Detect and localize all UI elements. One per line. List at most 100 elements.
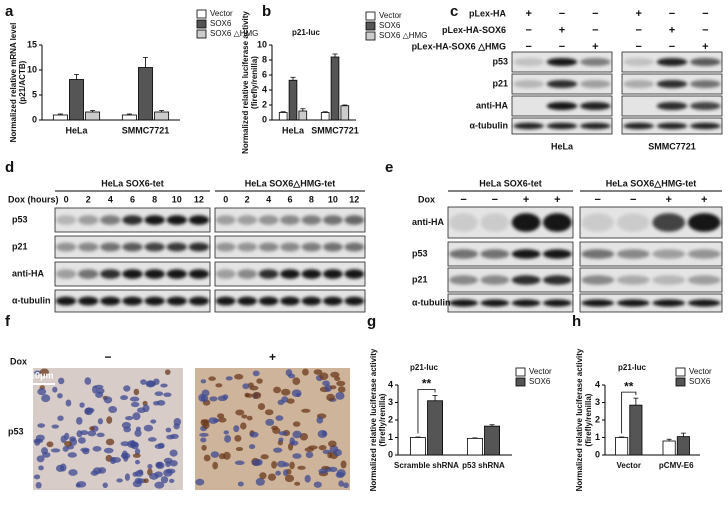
cell-nucleus <box>116 478 123 483</box>
cell-nucleus <box>273 447 283 453</box>
timepoint: 8 <box>152 194 157 204</box>
blot-band <box>687 299 721 307</box>
cell-nucleus <box>237 481 244 487</box>
cell-nucleus <box>292 453 302 459</box>
cell-nucleus <box>335 471 345 479</box>
cell-nucleus <box>143 478 149 484</box>
condition-sign: − <box>492 194 498 206</box>
blot-band <box>543 213 572 232</box>
blot-band <box>616 249 650 259</box>
bar <box>69 79 84 121</box>
y-tick-label: 4 <box>262 84 267 94</box>
blot-band <box>449 213 478 232</box>
cell-nucleus <box>87 430 97 437</box>
blot-band <box>258 215 279 225</box>
cell-nucleus <box>256 378 263 384</box>
blot-band <box>344 242 365 252</box>
blot-band <box>449 275 478 285</box>
blot-band <box>344 269 365 279</box>
chart-title: p21-luc <box>410 363 439 372</box>
cell-nucleus <box>41 394 51 403</box>
bar <box>278 112 288 121</box>
cell-nucleus <box>169 478 175 483</box>
error-bar <box>332 53 338 57</box>
group-label: HeLa SOX6-tet <box>479 178 542 188</box>
cell-nucleus <box>295 392 301 397</box>
legend-swatch <box>196 19 207 29</box>
x-tick-label: SMMC7721 <box>122 125 170 135</box>
blot-band <box>215 269 236 279</box>
cell-nucleus <box>301 408 311 413</box>
bar <box>484 425 500 456</box>
condition-sign: + <box>666 194 672 206</box>
condition-sign: − <box>630 194 636 206</box>
cell-nucleus <box>84 377 92 385</box>
bar <box>85 111 101 121</box>
blot-band <box>511 249 541 259</box>
cell-nucleus <box>328 440 337 448</box>
cell-nucleus <box>132 412 141 421</box>
panel-label: f <box>5 313 11 330</box>
condition-label: pLex-HA-SOX6 △HMG <box>412 41 506 51</box>
blot-band <box>78 242 99 252</box>
y-axis-label: (firefly/renilla) <box>378 393 387 446</box>
cell-nucleus <box>102 482 108 489</box>
legend-label: SOX6 <box>529 377 551 386</box>
blot-band <box>511 275 541 285</box>
blot-band <box>513 80 545 88</box>
timepoint: 12 <box>349 194 359 204</box>
error-bar <box>74 74 79 80</box>
ihc-image <box>195 368 350 490</box>
condition-sign: − <box>635 41 641 53</box>
cell-nucleus <box>235 409 245 416</box>
condition-sign: − <box>635 24 641 36</box>
cell-nucleus <box>147 464 153 469</box>
y-tick-label: 8 <box>262 54 267 64</box>
group-label: HeLa SOX6△HMG-tet <box>245 178 335 188</box>
blot-band <box>280 215 300 225</box>
cell-nucleus <box>123 385 131 392</box>
scale-bar-label: 10μm <box>30 370 54 380</box>
cell-nucleus <box>132 480 142 488</box>
cell-nucleus <box>165 427 172 433</box>
error-bar <box>126 113 132 115</box>
condition-sign: + <box>559 24 565 36</box>
cell-nucleus <box>233 425 240 433</box>
cell-nucleus <box>150 419 157 424</box>
blot-band <box>616 299 650 307</box>
condition-sign: − <box>592 8 598 20</box>
cell-nucleus <box>50 448 61 453</box>
cell-nucleus <box>212 461 219 470</box>
blot-band <box>690 122 721 130</box>
cell-nucleus <box>37 423 46 428</box>
cell-nucleus <box>338 480 344 487</box>
blot-band <box>623 80 655 88</box>
cell-nucleus <box>130 440 136 448</box>
condition-sign: − <box>592 24 598 36</box>
cell-nucleus <box>108 406 118 414</box>
cell-nucleus <box>135 470 144 477</box>
cell-nucleus <box>213 418 219 423</box>
cell-nucleus <box>133 388 140 396</box>
timepoint: 4 <box>266 194 271 204</box>
timepoint: 10 <box>172 194 182 204</box>
cell-nucleus <box>327 452 333 459</box>
legend-label: SOX6 △HMG <box>210 29 258 38</box>
panel-label: h <box>572 313 581 330</box>
cell-nucleus <box>163 392 172 398</box>
error-bar <box>159 110 165 112</box>
blot-band <box>656 122 688 130</box>
y-tick-label: 3 <box>388 397 393 407</box>
cell-nucleus <box>283 469 289 477</box>
panel-label: a <box>5 3 14 20</box>
row-label: α-tubulin <box>469 120 508 130</box>
blot-band <box>580 58 611 66</box>
cell-nucleus <box>154 391 164 396</box>
cell-nucleus <box>272 427 281 434</box>
cell-nucleus <box>317 430 328 438</box>
cell-nucleus <box>92 467 102 475</box>
y-axis-label: Normalized relative luciferase activity <box>241 11 250 154</box>
group-label: HeLa <box>551 141 574 151</box>
cell-nucleus <box>302 368 309 376</box>
cell-nucleus <box>200 394 209 402</box>
